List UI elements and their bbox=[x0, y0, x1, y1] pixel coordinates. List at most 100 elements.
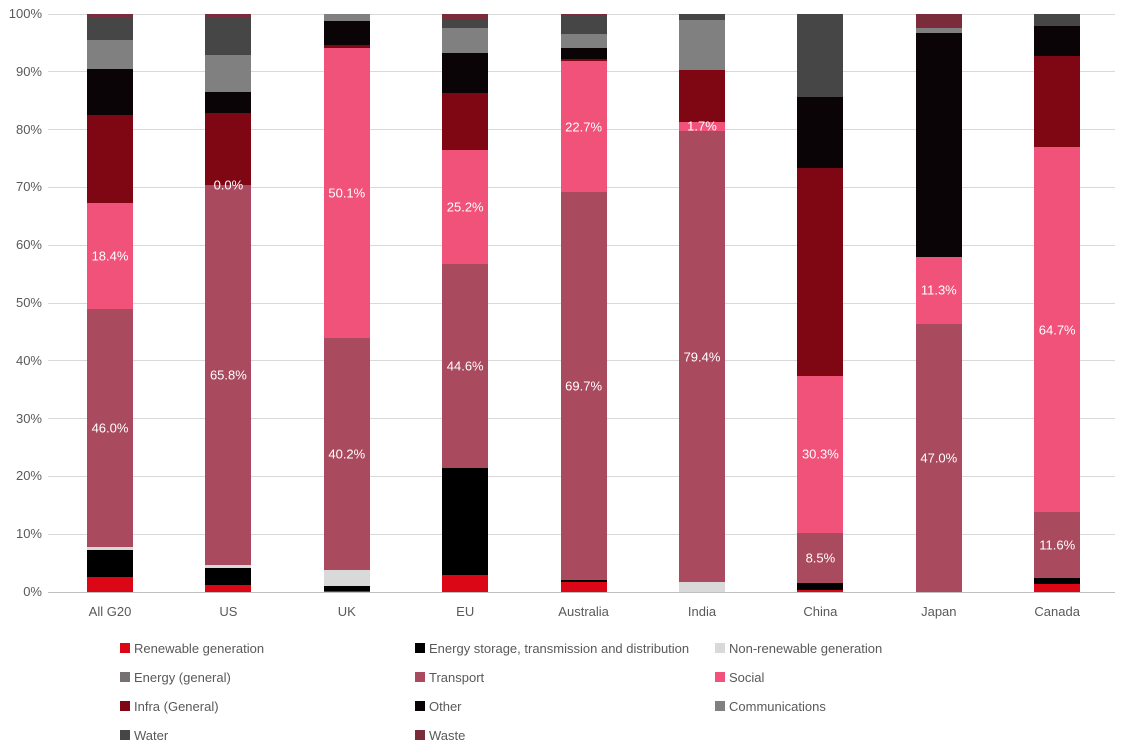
legend-swatch-icon bbox=[715, 701, 725, 711]
bar-segment-infra-general- bbox=[560, 59, 607, 62]
bar-segment-other bbox=[442, 53, 489, 93]
bar-segment-water bbox=[679, 14, 725, 20]
bar-segment-other bbox=[205, 92, 252, 114]
legend-swatch-icon bbox=[415, 672, 425, 682]
bar-segment-infra-general- bbox=[442, 92, 489, 150]
bar-segment-social bbox=[87, 203, 133, 309]
bar-segment-energy-storage-transmission-and-distribution bbox=[1034, 578, 1081, 584]
bar-china bbox=[797, 14, 844, 592]
bar-segment-water bbox=[1034, 14, 1081, 26]
bar-segment-waste bbox=[87, 14, 133, 17]
data-label-social-uk: 50.1% bbox=[328, 185, 366, 201]
bar-segment-infra-general- bbox=[679, 69, 725, 122]
x-axis-label-canada: Canada bbox=[1034, 604, 1080, 619]
bar-segment-transport bbox=[1034, 512, 1081, 579]
bar-segment-social bbox=[1034, 146, 1081, 513]
gridline-0% bbox=[48, 591, 1115, 593]
bar-segment-water bbox=[560, 16, 607, 35]
legend-item-communications: Communications bbox=[715, 696, 1035, 716]
legend-item-transport: Transport bbox=[415, 667, 715, 687]
legend-label: Social bbox=[729, 669, 765, 685]
legend-label: Infra (General) bbox=[134, 698, 219, 714]
bar-australia bbox=[560, 14, 607, 592]
bar-segment-energy-storage-transmission-and-distribution bbox=[442, 468, 489, 576]
bar-segment-renewable-generation bbox=[87, 576, 133, 592]
legend-label: Energy storage, transmission and distrib… bbox=[429, 640, 690, 656]
bar-segment-energy-storage-transmission-and-distribution bbox=[323, 586, 370, 591]
x-axis-label-india: India bbox=[687, 604, 717, 619]
legend-label: Energy (general) bbox=[134, 669, 231, 685]
bar-segment-infra-general- bbox=[323, 44, 370, 49]
bar-segment-water bbox=[442, 19, 489, 28]
legend-label: Non-renewable generation bbox=[729, 640, 883, 656]
legend-label: Transport bbox=[429, 669, 485, 685]
legend-item-energy-storage-transmission-and-distribution: Energy storage, transmission and distrib… bbox=[415, 638, 715, 658]
bar-segment-transport bbox=[323, 337, 370, 571]
bar-segment-other bbox=[323, 21, 370, 45]
bar-segment-communications bbox=[87, 40, 133, 69]
bar-segment-renewable-generation bbox=[560, 581, 607, 592]
data-label-social-india: 1.7% bbox=[687, 118, 717, 134]
data-label-transport-india: 79.4% bbox=[683, 349, 721, 365]
bar-segment-non-renewable-generation bbox=[87, 546, 133, 550]
data-label-transport-japan: 47.0% bbox=[920, 450, 958, 466]
bar-segment-waste bbox=[442, 14, 489, 20]
legend-swatch-icon bbox=[120, 730, 130, 740]
y-axis-tick-label: 20% bbox=[15, 468, 42, 484]
bar-segment-waste bbox=[915, 14, 962, 28]
bar-segment-energy-storage-transmission-and-distribution bbox=[205, 567, 252, 586]
y-axis-tick-label: 60% bbox=[15, 237, 42, 253]
y-axis-tick-label: 70% bbox=[15, 179, 42, 195]
bar-segment-other bbox=[915, 32, 962, 257]
data-label-social-eu: 25.2% bbox=[446, 199, 484, 215]
bar-canada bbox=[1034, 14, 1081, 592]
bar-segment-non-renewable-generation bbox=[323, 570, 370, 587]
y-axis-tick-label: 50% bbox=[15, 295, 42, 310]
bar-uk bbox=[323, 14, 370, 592]
bar-segment-communications bbox=[679, 19, 725, 70]
legend-item-renewable-generation: Renewable generation bbox=[120, 638, 415, 658]
bar-segment-communications bbox=[442, 27, 489, 54]
data-label-transport-australia: 69.7% bbox=[565, 378, 603, 394]
bar-segment-infra-general- bbox=[1034, 56, 1081, 147]
bar-segment-social bbox=[915, 256, 962, 324]
bar-segment-communications bbox=[915, 27, 962, 33]
bar-india bbox=[679, 14, 725, 592]
bar-segment-infra-general- bbox=[87, 115, 133, 204]
legend-item-social: Social bbox=[715, 667, 1035, 687]
legend-swatch-icon bbox=[120, 643, 130, 653]
bar-segment-transport bbox=[797, 532, 844, 584]
bar-segment-infra-general- bbox=[205, 113, 252, 186]
y-axis-tick-label: 90% bbox=[15, 63, 42, 79]
x-axis-label-uk: UK bbox=[337, 604, 356, 619]
bar-segment-energy-storage-transmission-and-distribution bbox=[87, 549, 133, 577]
legend-label: Water bbox=[134, 727, 169, 743]
bar-segment-renewable-generation bbox=[797, 590, 844, 592]
data-label-social-china: 30.3% bbox=[801, 446, 839, 462]
bar-us bbox=[205, 14, 252, 592]
y-axis-tick-label: 80% bbox=[15, 121, 42, 137]
legend-label: Renewable generation bbox=[134, 640, 265, 656]
bar-segment-water bbox=[87, 16, 133, 41]
bar-segment-transport bbox=[205, 185, 252, 566]
bar-japan bbox=[915, 14, 962, 592]
bar-segment-social bbox=[323, 48, 370, 338]
data-label-transport-china: 8.5% bbox=[805, 550, 836, 566]
legend-label: Other bbox=[429, 698, 462, 714]
bar-segment-energy-storage-transmission-and-distribution bbox=[797, 583, 844, 591]
bar-segment-renewable-generation bbox=[323, 590, 370, 592]
bar-segment-renewable-generation bbox=[1034, 583, 1081, 592]
bar-segment-communications bbox=[323, 14, 370, 22]
data-label-transport-us: 65.8% bbox=[209, 367, 247, 383]
bar-segment-social bbox=[679, 121, 725, 132]
legend-label: Waste bbox=[429, 727, 466, 743]
legend-swatch-icon bbox=[415, 701, 425, 711]
bar-segment-communications bbox=[205, 55, 252, 93]
bar-segment-infra-general- bbox=[797, 168, 844, 376]
bar-segment-social bbox=[797, 375, 844, 533]
data-label-transport-canada: 11.6% bbox=[1039, 537, 1076, 553]
data-label-transport-uk: 40.2% bbox=[328, 446, 366, 462]
data-label-social-australia: 22.7% bbox=[565, 119, 603, 135]
data-label-social-japan: 11.3% bbox=[920, 282, 957, 298]
